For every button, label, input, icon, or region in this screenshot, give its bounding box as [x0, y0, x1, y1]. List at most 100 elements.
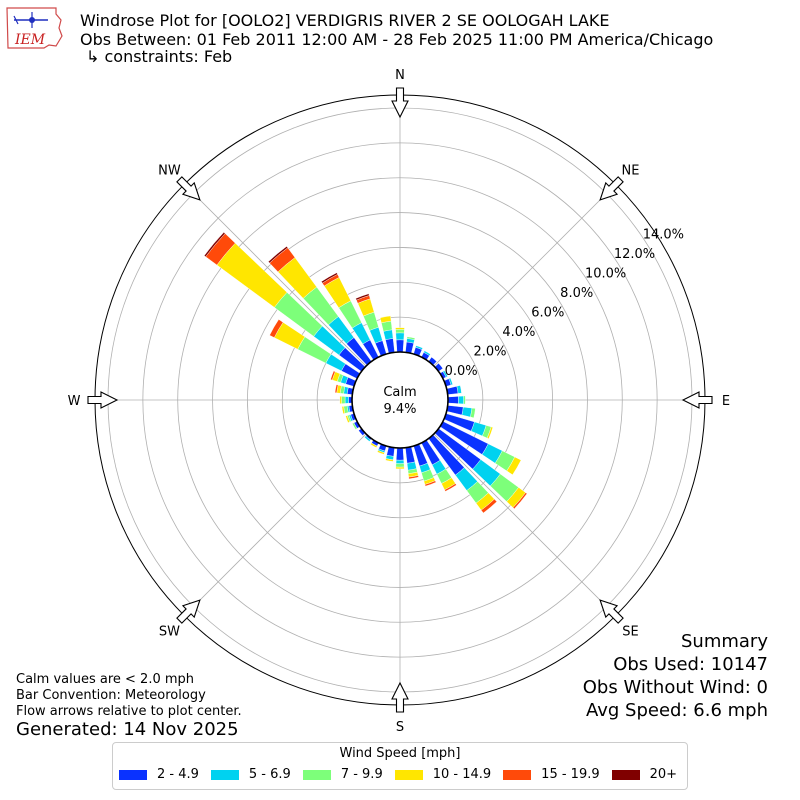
windrose-bar-segment	[385, 338, 395, 354]
windrose-bar-segment	[408, 475, 419, 480]
windrose-bar-segment	[352, 422, 358, 430]
radial-tick-label: 8.0%	[560, 286, 593, 301]
windrose-bar-segment	[405, 341, 414, 354]
legend: Wind Speed [mph] 2 - 4.9 5 - 6.9 7 - 9.9 10…	[112, 742, 688, 790]
svg-text:IEM: IEM	[14, 32, 46, 48]
windrose-bar-segment	[339, 396, 342, 404]
windrose-bar-segment	[415, 345, 423, 350]
windrose-bar-segment	[364, 435, 371, 442]
windrose-bar-segment	[341, 406, 346, 414]
calm-value: 9.4%	[383, 402, 416, 417]
windrose-bar-segment	[269, 319, 284, 338]
radial-tick-label: 2.0%	[473, 344, 506, 359]
legend-swatch	[394, 769, 423, 780]
direction-label: SE	[622, 625, 638, 640]
radial-tick-label: 6.0%	[531, 305, 564, 320]
windrose-bar-segment	[395, 459, 405, 464]
radial-tick-label: 10.0%	[585, 266, 626, 281]
windrose-bar-segment	[512, 492, 528, 510]
flow-arrow-icon	[391, 681, 409, 713]
windrose-bar-segment	[379, 315, 392, 324]
flow-arrow-icon	[87, 391, 119, 409]
windrose-bar-segment	[447, 396, 459, 404]
chart-title-line-1: Windrose Plot for [OOLO2] VERDIGRIS RIVE…	[80, 11, 610, 30]
grid-ring	[142, 142, 658, 658]
windrose-bar-segment	[395, 329, 405, 334]
flow-arrow-icon	[176, 599, 201, 624]
flow-arrows-note: Flow arrows relative to plot center.	[16, 704, 242, 719]
windrose-bar-segment	[470, 407, 476, 419]
calm-circle	[351, 351, 449, 449]
direction-label: NE	[622, 163, 640, 178]
legend-item: 20+	[611, 767, 677, 782]
spoke-line	[433, 433, 616, 616]
legend-label: 7 - 9.9	[340, 767, 383, 782]
legend-label: 10 - 14.9	[432, 767, 492, 782]
windrose-bar-segment	[463, 395, 466, 405]
windrose-bar-segment	[406, 336, 416, 341]
direction-label: NW	[158, 163, 181, 178]
windrose-bar-segment	[396, 447, 404, 461]
legend-swatch	[119, 769, 147, 780]
windrose-bar-segment	[377, 450, 385, 455]
windrose-bar-segment	[395, 327, 405, 330]
calm-note: Calm values are < 2.0 mph	[16, 672, 195, 687]
grid-ring	[281, 281, 519, 519]
grid-ring	[247, 247, 553, 553]
summary-heading: Summary	[681, 631, 768, 652]
grid-ring	[316, 316, 484, 484]
windrose-bar-segment	[458, 395, 464, 405]
legend-swatch	[611, 769, 640, 780]
summary-avg-speed: Avg Speed: 6.6 mph	[586, 700, 768, 721]
legend-swatch	[302, 769, 331, 780]
windrose-bar-segment	[444, 483, 457, 492]
windrose-bar-segment	[396, 339, 404, 353]
windrose-bar-segment	[461, 406, 473, 418]
windrose-bar-segment	[405, 446, 416, 464]
grid-ring	[177, 177, 623, 623]
windrose-bar-segment	[480, 498, 498, 514]
windrose-bar-segment	[506, 456, 522, 476]
flow-arrow-icon	[391, 87, 409, 119]
legend-item: 10 - 14.9	[394, 767, 492, 782]
windrose-bar-segment	[385, 458, 394, 462]
windrose-bar-segment	[442, 370, 448, 378]
direction-label: W	[68, 394, 81, 409]
windrose-bar-segment	[395, 466, 405, 470]
windrose-bar-segment	[424, 480, 437, 487]
windrose-bar-segment	[395, 332, 405, 341]
windrose-bar-segment	[334, 384, 339, 394]
calm-label: Calm	[383, 385, 416, 400]
chart-title-line-3: ↳ constraints: Feb	[86, 47, 233, 66]
windrose-bar-segment	[203, 232, 226, 257]
windrose-bar-segment	[268, 246, 289, 264]
windrose-bar-segment	[395, 463, 405, 468]
flow-arrow-icon	[176, 176, 201, 201]
windrose-bar-segment	[330, 370, 336, 381]
legend-item: 15 - 19.9	[503, 767, 600, 782]
spoke-line	[433, 184, 616, 367]
generated-date: Generated: 14 Nov 2025	[16, 719, 239, 740]
flow-arrow-icon	[599, 176, 624, 201]
direction-label: N	[395, 68, 405, 83]
summary-obs-without-wind: Obs Without Wind: 0	[582, 677, 768, 698]
legend-swatch	[503, 769, 532, 780]
legend-item: 7 - 9.9	[302, 767, 383, 782]
windrose-bar-segment	[486, 426, 494, 440]
iem-logo: IEM	[6, 7, 63, 49]
grid-ring	[212, 212, 588, 588]
legend-label: 2 - 4.9	[157, 767, 199, 782]
windrose-bar-segment	[446, 386, 459, 395]
legend-items: 2 - 4.9 5 - 6.9 7 - 9.9 10 - 14.9 15 - 19.9 2…	[119, 767, 689, 782]
windrose-bar-segment	[321, 272, 338, 284]
chart-title-line-2: Obs Between: 01 Feb 2011 12:00 AM - 28 F…	[80, 30, 714, 49]
legend-label: 5 - 6.9	[248, 767, 291, 782]
windrose-bar-segment	[446, 405, 464, 416]
legend-item: 2 - 4.9	[119, 767, 199, 782]
flow-arrow-icon	[681, 391, 713, 409]
windrose-bar-segment	[456, 385, 462, 394]
legend-swatch	[210, 769, 239, 780]
radial-tick-label: 12.0%	[614, 247, 655, 262]
radial-tick-label: 14.0%	[643, 227, 684, 242]
